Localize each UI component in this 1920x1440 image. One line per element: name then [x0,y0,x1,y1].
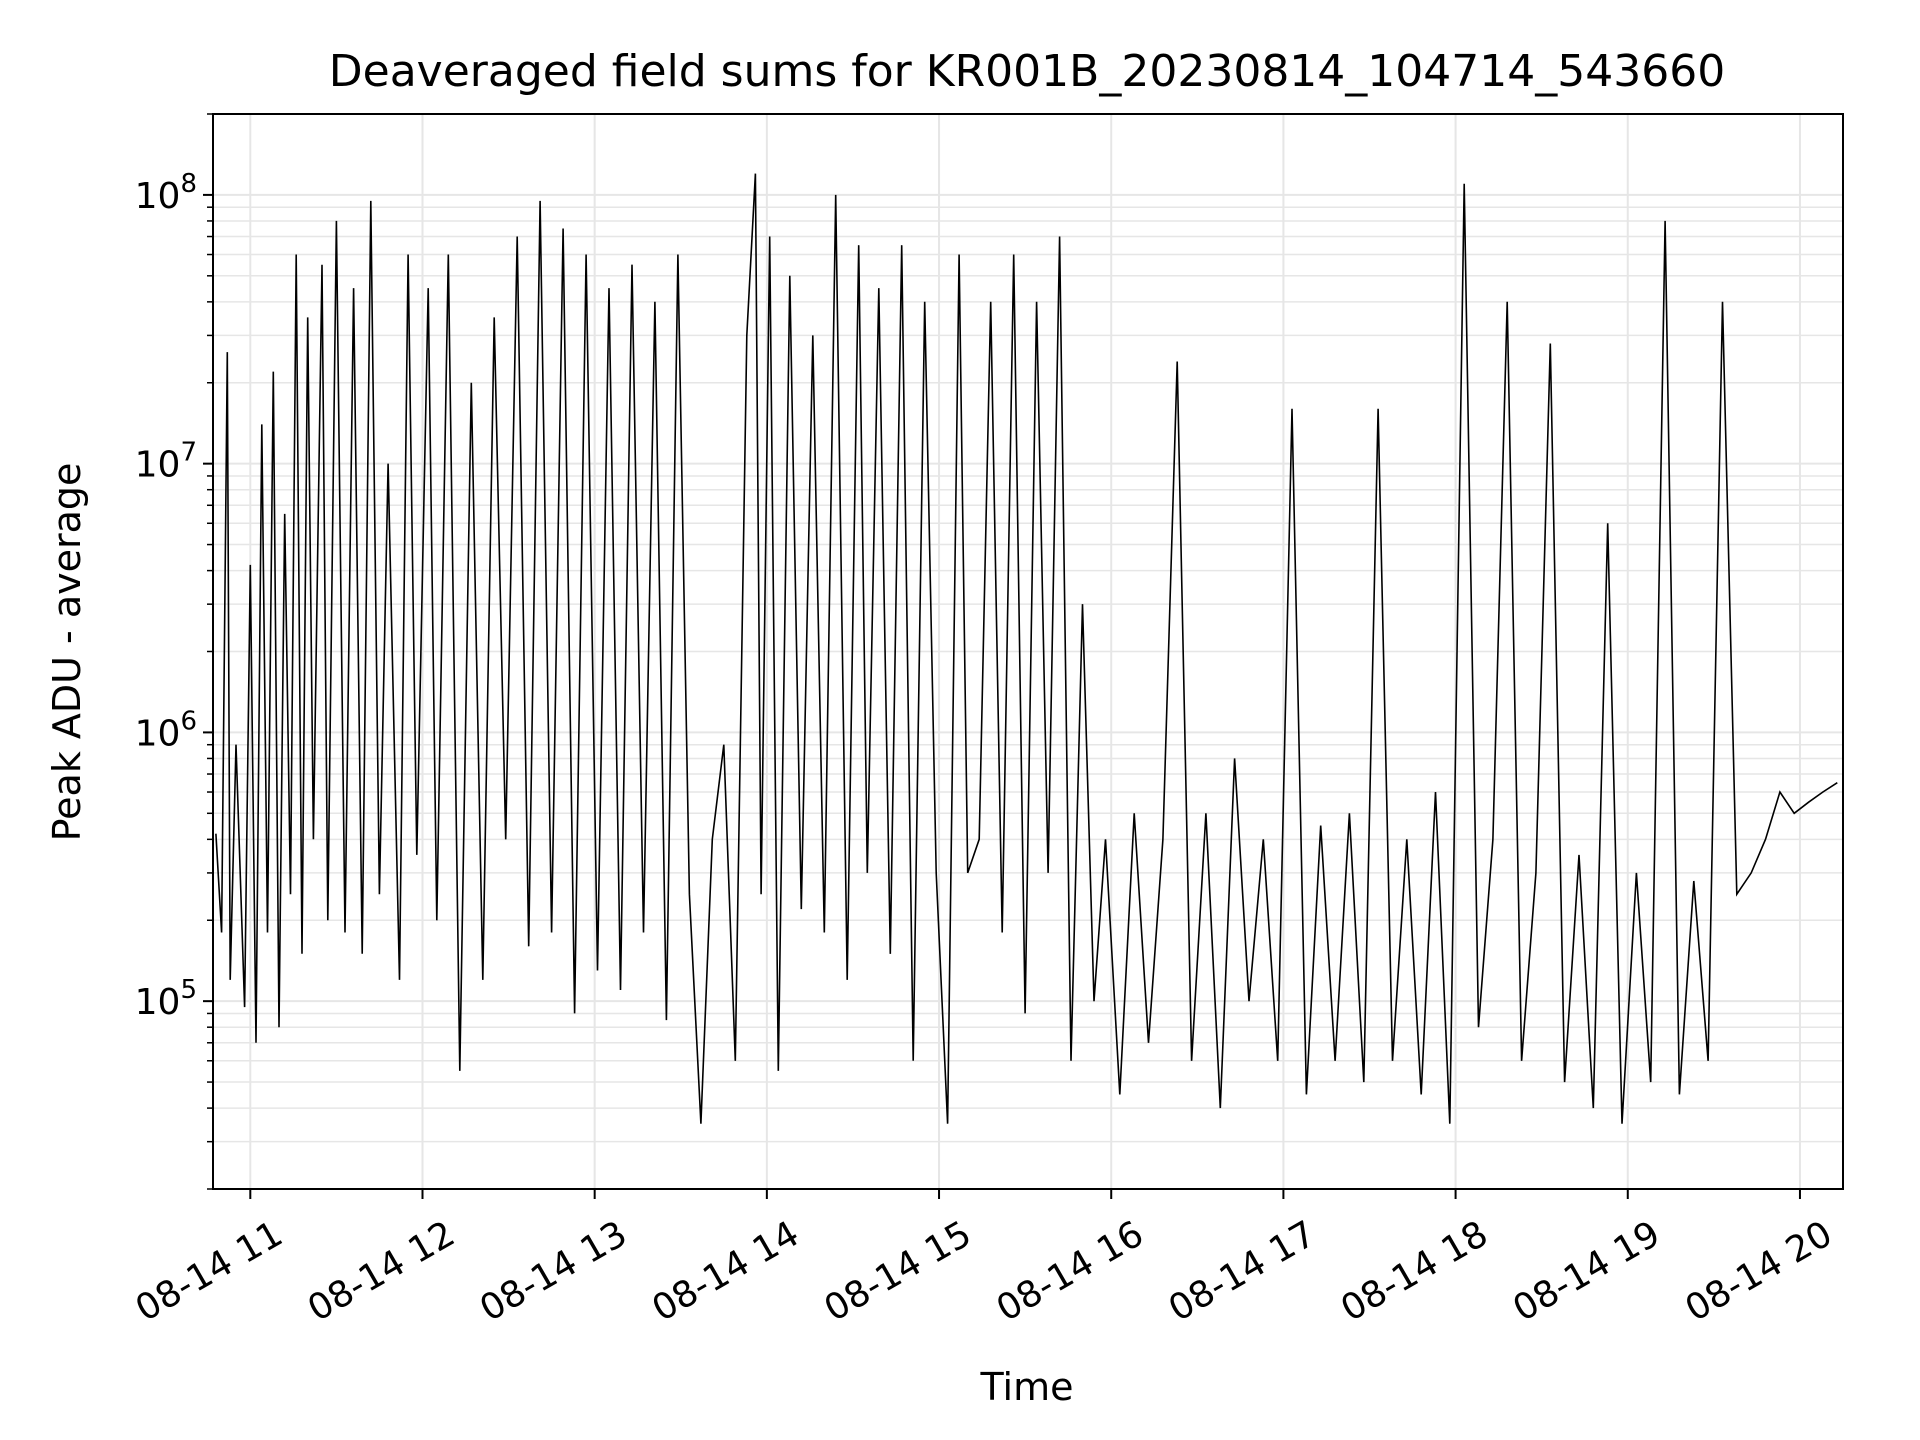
y-tick-exponent: 6 [180,706,197,736]
chart-title: Deaveraged field sums for KR001B_2023081… [329,46,1725,97]
y-tick-exponent: 7 [180,438,197,468]
x-axis-label: Time [980,1365,1074,1409]
y-tick-exponent: 5 [180,975,197,1005]
y-axis-label: Peak ADU - average [45,463,89,842]
series-line [215,173,1838,1124]
y-tick-exponent: 8 [180,169,197,199]
grid [213,113,1843,1190]
plot-area [215,173,1838,1124]
